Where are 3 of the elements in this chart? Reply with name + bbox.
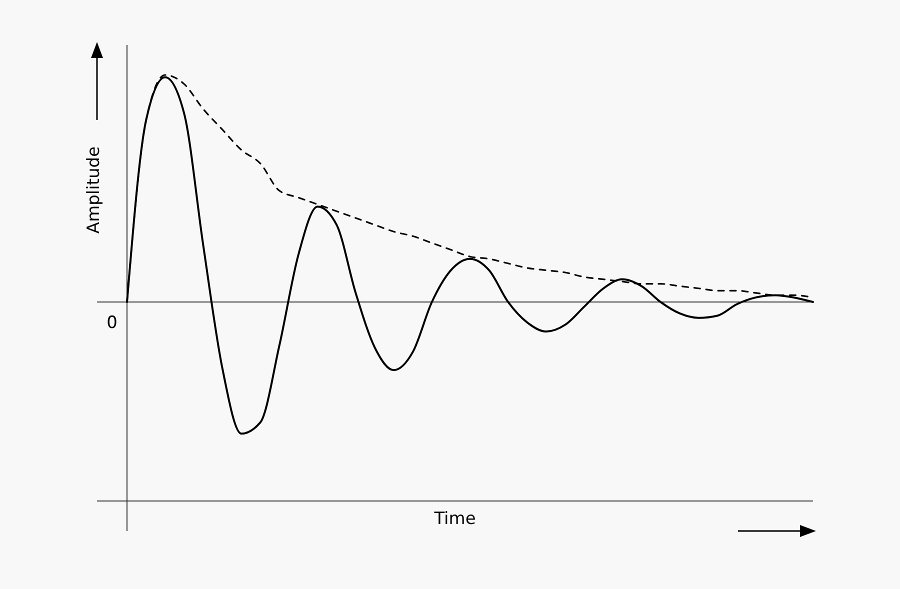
y-axis-title: Amplitude — [84, 146, 104, 234]
x-axis-title: Time — [433, 509, 476, 529]
annotation: 0 — [106, 313, 118, 333]
